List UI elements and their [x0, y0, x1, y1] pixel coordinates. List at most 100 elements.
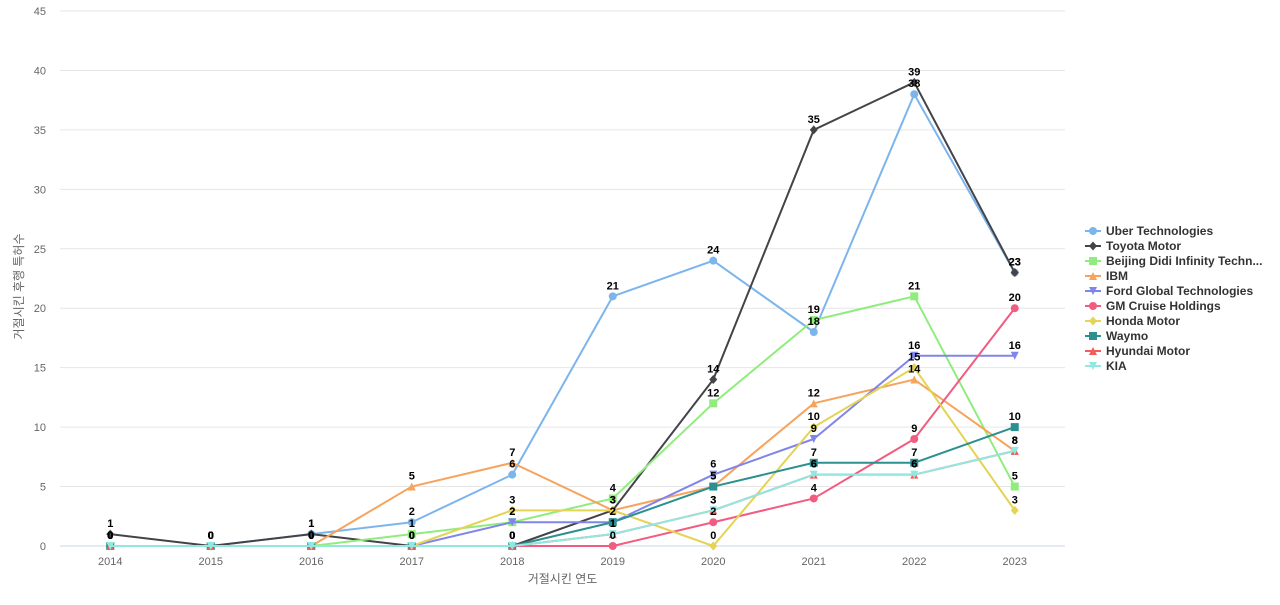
data-point [910, 292, 919, 301]
series-line [110, 449, 1015, 547]
data-label: 9 [811, 423, 817, 435]
data-label: 9 [911, 423, 917, 435]
data-label: 4 [610, 482, 617, 494]
y-tick-label: 40 [34, 65, 46, 77]
data-point [809, 470, 818, 479]
data-label: 14 [908, 364, 921, 376]
data-point [307, 529, 316, 539]
data-point [1010, 268, 1019, 278]
x-tick-label: 2019 [601, 556, 625, 568]
data-label: 0 [308, 530, 314, 542]
data-point [407, 542, 416, 550]
data-label: 0 [107, 530, 113, 542]
data-point [709, 482, 718, 491]
data-label: 16 [908, 340, 920, 352]
data-label: 0 [308, 530, 314, 542]
data-point [106, 542, 115, 550]
legend-label: KIA [1106, 359, 1127, 373]
data-point [508, 458, 517, 467]
x-tick-label: 2020 [701, 556, 725, 568]
data-point [608, 530, 617, 539]
data-label: 6 [811, 459, 817, 471]
y-tick-label: 30 [34, 184, 46, 196]
data-label: 0 [409, 530, 415, 542]
data-label: 0 [208, 530, 214, 542]
data-label: 3 [1012, 494, 1018, 506]
data-point [809, 399, 818, 408]
data-label: 2 [409, 506, 415, 518]
data-label: 0 [308, 530, 314, 542]
data-label: 3 [710, 494, 716, 506]
series-lines [106, 77, 1019, 551]
data-point [910, 470, 919, 479]
y-tick-label: 10 [34, 422, 46, 434]
legend-item-3: IBM [1085, 269, 1128, 283]
data-point [709, 256, 718, 265]
data-label: 2 [509, 506, 515, 518]
data-point [1010, 423, 1019, 432]
y-axis-ticks: 0 5 10 15 20 25 30 35 40 45 [34, 6, 46, 553]
data-label: 1 [308, 518, 314, 530]
data-label: 8 [1012, 435, 1018, 447]
data-point [1010, 304, 1019, 313]
series-line [110, 366, 1016, 547]
series-line [110, 295, 1016, 547]
data-point [1010, 505, 1019, 515]
data-point [307, 542, 316, 550]
data-point [809, 494, 818, 503]
data-point [910, 375, 919, 384]
data-label: 4 [811, 482, 818, 494]
data-label: 0 [409, 530, 415, 542]
data-label: 8 [1012, 435, 1018, 447]
legend-marker [1089, 347, 1097, 355]
y-tick-label: 35 [34, 125, 46, 137]
data-label: 7 [911, 447, 917, 459]
legend-item-5: GM Cruise Holdings [1085, 299, 1221, 313]
data-label: 3 [610, 494, 616, 506]
data-label: 15 [908, 352, 920, 364]
data-label: 3 [610, 494, 616, 506]
legend-marker [1089, 272, 1097, 280]
data-point [407, 530, 416, 539]
data-label: 5 [710, 471, 716, 483]
data-label: 38 [908, 78, 920, 90]
data-label: 0 [208, 530, 214, 542]
data-label: 35 [808, 114, 820, 126]
data-label: 0 [308, 530, 314, 542]
data-point [508, 542, 517, 550]
data-label: 0 [107, 530, 113, 542]
data-point [910, 458, 919, 467]
data-point [809, 458, 818, 467]
y-tick-label: 5 [40, 482, 46, 494]
data-label: 0 [409, 530, 415, 542]
data-label: 0 [509, 530, 515, 542]
data-point [508, 470, 517, 479]
data-label: 0 [107, 530, 113, 542]
legend-marker [1089, 332, 1097, 340]
data-label: 1 [610, 518, 616, 530]
x-tick-label: 2017 [400, 556, 424, 568]
data-point [809, 328, 818, 336]
data-point [608, 494, 617, 503]
series-line [110, 81, 1016, 547]
legend-marker [1089, 241, 1097, 251]
legend-item-1: Toyota Motor [1085, 239, 1181, 253]
data-label: 1 [107, 518, 113, 530]
data-label: 0 [308, 530, 314, 542]
data-point [809, 316, 818, 325]
x-tick-label: 2023 [1003, 556, 1027, 568]
data-point [1010, 482, 1019, 491]
data-label: 10 [808, 411, 820, 423]
data-label: 0 [208, 530, 214, 542]
data-point [910, 363, 919, 373]
data-label: 0 [107, 530, 113, 542]
legend-item-9: KIA [1085, 359, 1127, 373]
data-label: 0 [409, 530, 415, 542]
legend-label: Toyota Motor [1106, 239, 1181, 253]
data-label: 7 [509, 447, 515, 459]
gridlines [60, 10, 1065, 547]
data-label: 3 [610, 494, 616, 506]
data-label: 2 [509, 506, 515, 518]
x-axis-title: 거절시킨 연도 [528, 572, 598, 586]
